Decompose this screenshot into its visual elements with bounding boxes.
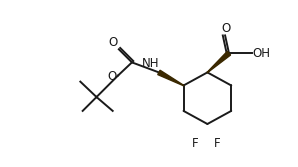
Text: O: O [107,70,117,83]
Text: O: O [109,36,118,49]
Text: NH: NH [142,57,160,70]
Text: F: F [214,137,221,150]
Text: OH: OH [253,47,271,60]
Polygon shape [158,70,184,86]
Polygon shape [207,51,231,73]
Text: O: O [221,22,230,35]
Text: F: F [192,137,198,150]
